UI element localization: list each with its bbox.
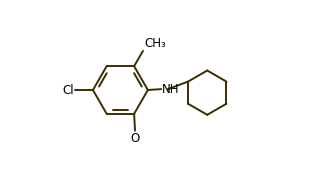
- Text: O: O: [130, 132, 140, 145]
- Text: NH: NH: [162, 83, 179, 96]
- Text: Cl: Cl: [63, 84, 74, 96]
- Text: CH₃: CH₃: [144, 37, 165, 50]
